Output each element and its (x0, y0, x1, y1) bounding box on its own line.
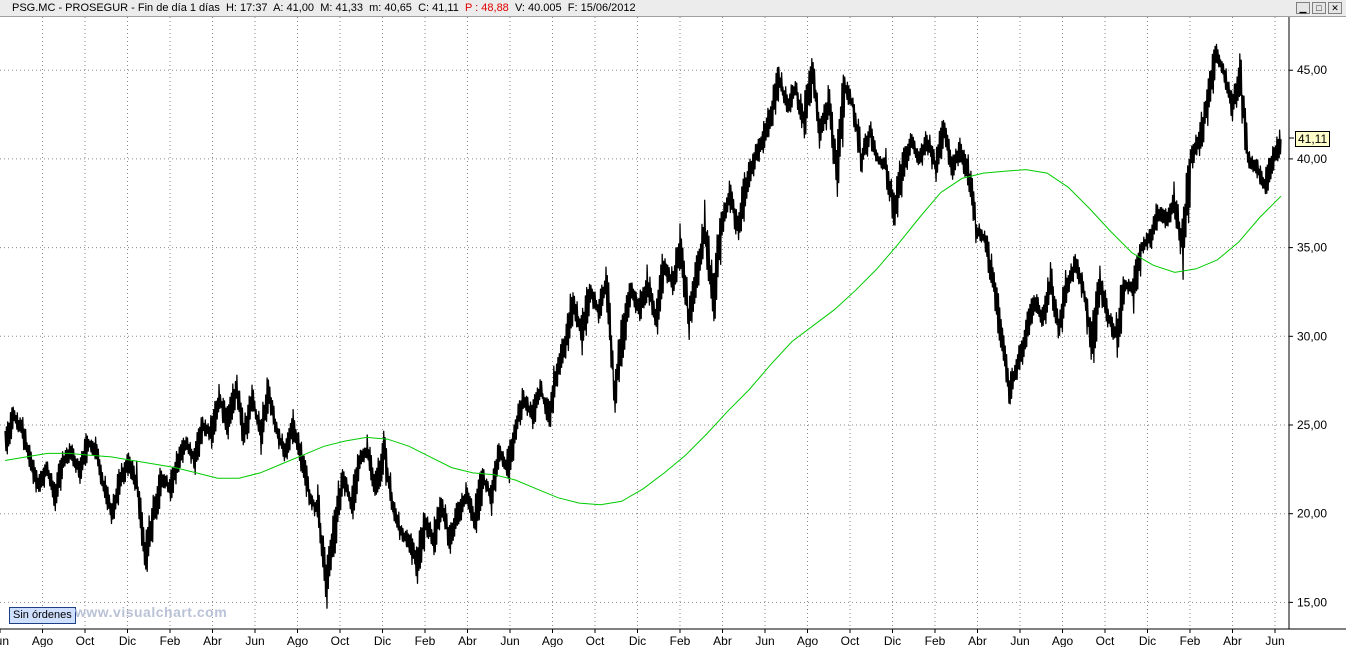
close-button[interactable]: ✕ (1328, 2, 1342, 14)
x-tick-label: Feb (415, 634, 436, 647)
quote-header: PSG.MC - PROSEGUR - Fin de día 1 días H:… (12, 2, 636, 15)
x-tick-label: Abr (1223, 634, 1242, 647)
x-tick-label: Oct (841, 634, 860, 647)
x-tick-label: Jun (245, 634, 264, 647)
x-tick-label: Oct (586, 634, 605, 647)
x-tick-label: Dic (374, 634, 391, 647)
chart-title-bar: PSG.MC - PROSEGUR - Fin de día 1 días H:… (0, 0, 1346, 17)
y-tick-label: 35,00 (1297, 241, 1327, 255)
x-tick-label: Dic (119, 634, 136, 647)
volume-value: V: 40.005 (514, 2, 562, 14)
x-tick-label: Abr (458, 634, 477, 647)
x-tick-label: Abr (203, 634, 222, 647)
x-tick-label: Feb (925, 634, 946, 647)
x-tick-label: Jun (500, 634, 519, 647)
x-tick-label: Jun (0, 634, 9, 647)
x-tick-label: Jun (1265, 634, 1284, 647)
y-tick-label: 15,00 (1297, 595, 1327, 609)
grid-layer (0, 17, 1289, 629)
p-value: P : 48,88 (464, 2, 509, 14)
close-value: C: 41,11 (418, 2, 459, 14)
y-tick-label: 25,00 (1297, 418, 1327, 432)
orders-button[interactable]: Sin órdenes (9, 607, 76, 624)
axes-layer (0, 17, 1346, 630)
x-tick-label: Ago (1052, 634, 1074, 647)
high-value: M: 41,33 (320, 2, 363, 14)
ticks-layer: 15,00 20,00 25,00 30,00 35,00 40,00 45,00 Jun Ag… (0, 63, 1327, 647)
y-tick-label: 30,00 (1297, 329, 1327, 343)
x-tick-label: Oct (331, 634, 350, 647)
x-tick-label: Abr (968, 634, 987, 647)
x-tick-label: Feb (160, 634, 181, 647)
moving-average-line (4, 169, 1282, 506)
x-tick-label: Abr (713, 634, 732, 647)
x-tick-label: Ago (287, 634, 309, 647)
series-layer (4, 43, 1282, 609)
x-tick-label: Oct (1096, 634, 1115, 647)
open-value: A: 41,00 (273, 2, 315, 14)
y-tick-label: 45,00 (1297, 63, 1327, 77)
x-tick-label: Ago (542, 634, 564, 647)
maximize-button[interactable]: □ (1312, 2, 1326, 14)
x-tick-label: Feb (1180, 634, 1201, 647)
x-tick-label: Ago (797, 634, 819, 647)
x-tick-label: Dic (884, 634, 901, 647)
y-tick-label: 20,00 (1297, 507, 1327, 521)
window-controls: ▁ □ ✕ (1296, 2, 1342, 15)
watermark-text: www.visualchart.com (75, 604, 228, 620)
hour-value: H: 17:37 (225, 2, 268, 14)
last-price-label: 41,11 (1295, 131, 1331, 147)
plot-area[interactable] (0, 17, 1289, 629)
minimize-button[interactable]: ▁ (1296, 2, 1310, 14)
x-tick-label: Ago (32, 634, 54, 647)
price-series-line (4, 43, 1282, 609)
x-tick-label: Dic (1139, 634, 1156, 647)
x-tick-label: Feb (670, 634, 691, 647)
date-value: F: 15/06/2012 (567, 2, 636, 14)
ticker-label: PSG.MC - PROSEGUR - Fin de día 1 días (12, 2, 220, 14)
y-tick-label: 40,00 (1297, 152, 1327, 166)
x-tick-label: Oct (76, 634, 95, 647)
x-tick-label: Jun (755, 634, 774, 647)
x-tick-label: Dic (629, 634, 646, 647)
x-tick-label: Jun (1010, 634, 1029, 647)
low-value: m: 40,65 (369, 2, 412, 14)
